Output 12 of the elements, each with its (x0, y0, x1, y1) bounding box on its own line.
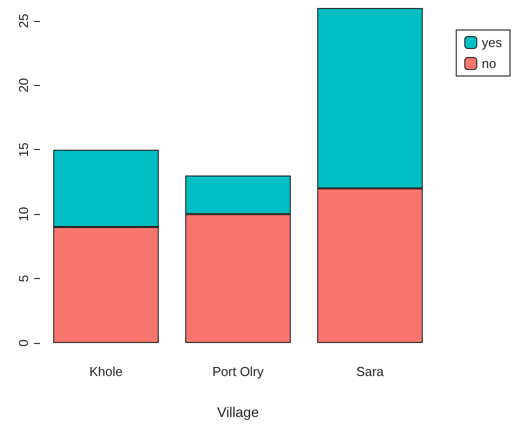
y-tick-label: 0 (16, 339, 31, 347)
x-axis-title: Village (217, 404, 260, 420)
y-tick-label: 25 (16, 14, 31, 28)
x-tick-label: Port Olry (212, 364, 264, 379)
x-tick-label: Sara (356, 364, 384, 379)
x-tick-label: Khole (89, 364, 123, 379)
y-tick-label: 5 (16, 274, 31, 282)
y-tick-label: 15 (16, 142, 31, 157)
y-tick-label: 10 (16, 206, 31, 222)
legend-label: yes (482, 35, 502, 50)
legend-label: no (482, 56, 496, 71)
y-tick-label: 20 (16, 78, 31, 93)
